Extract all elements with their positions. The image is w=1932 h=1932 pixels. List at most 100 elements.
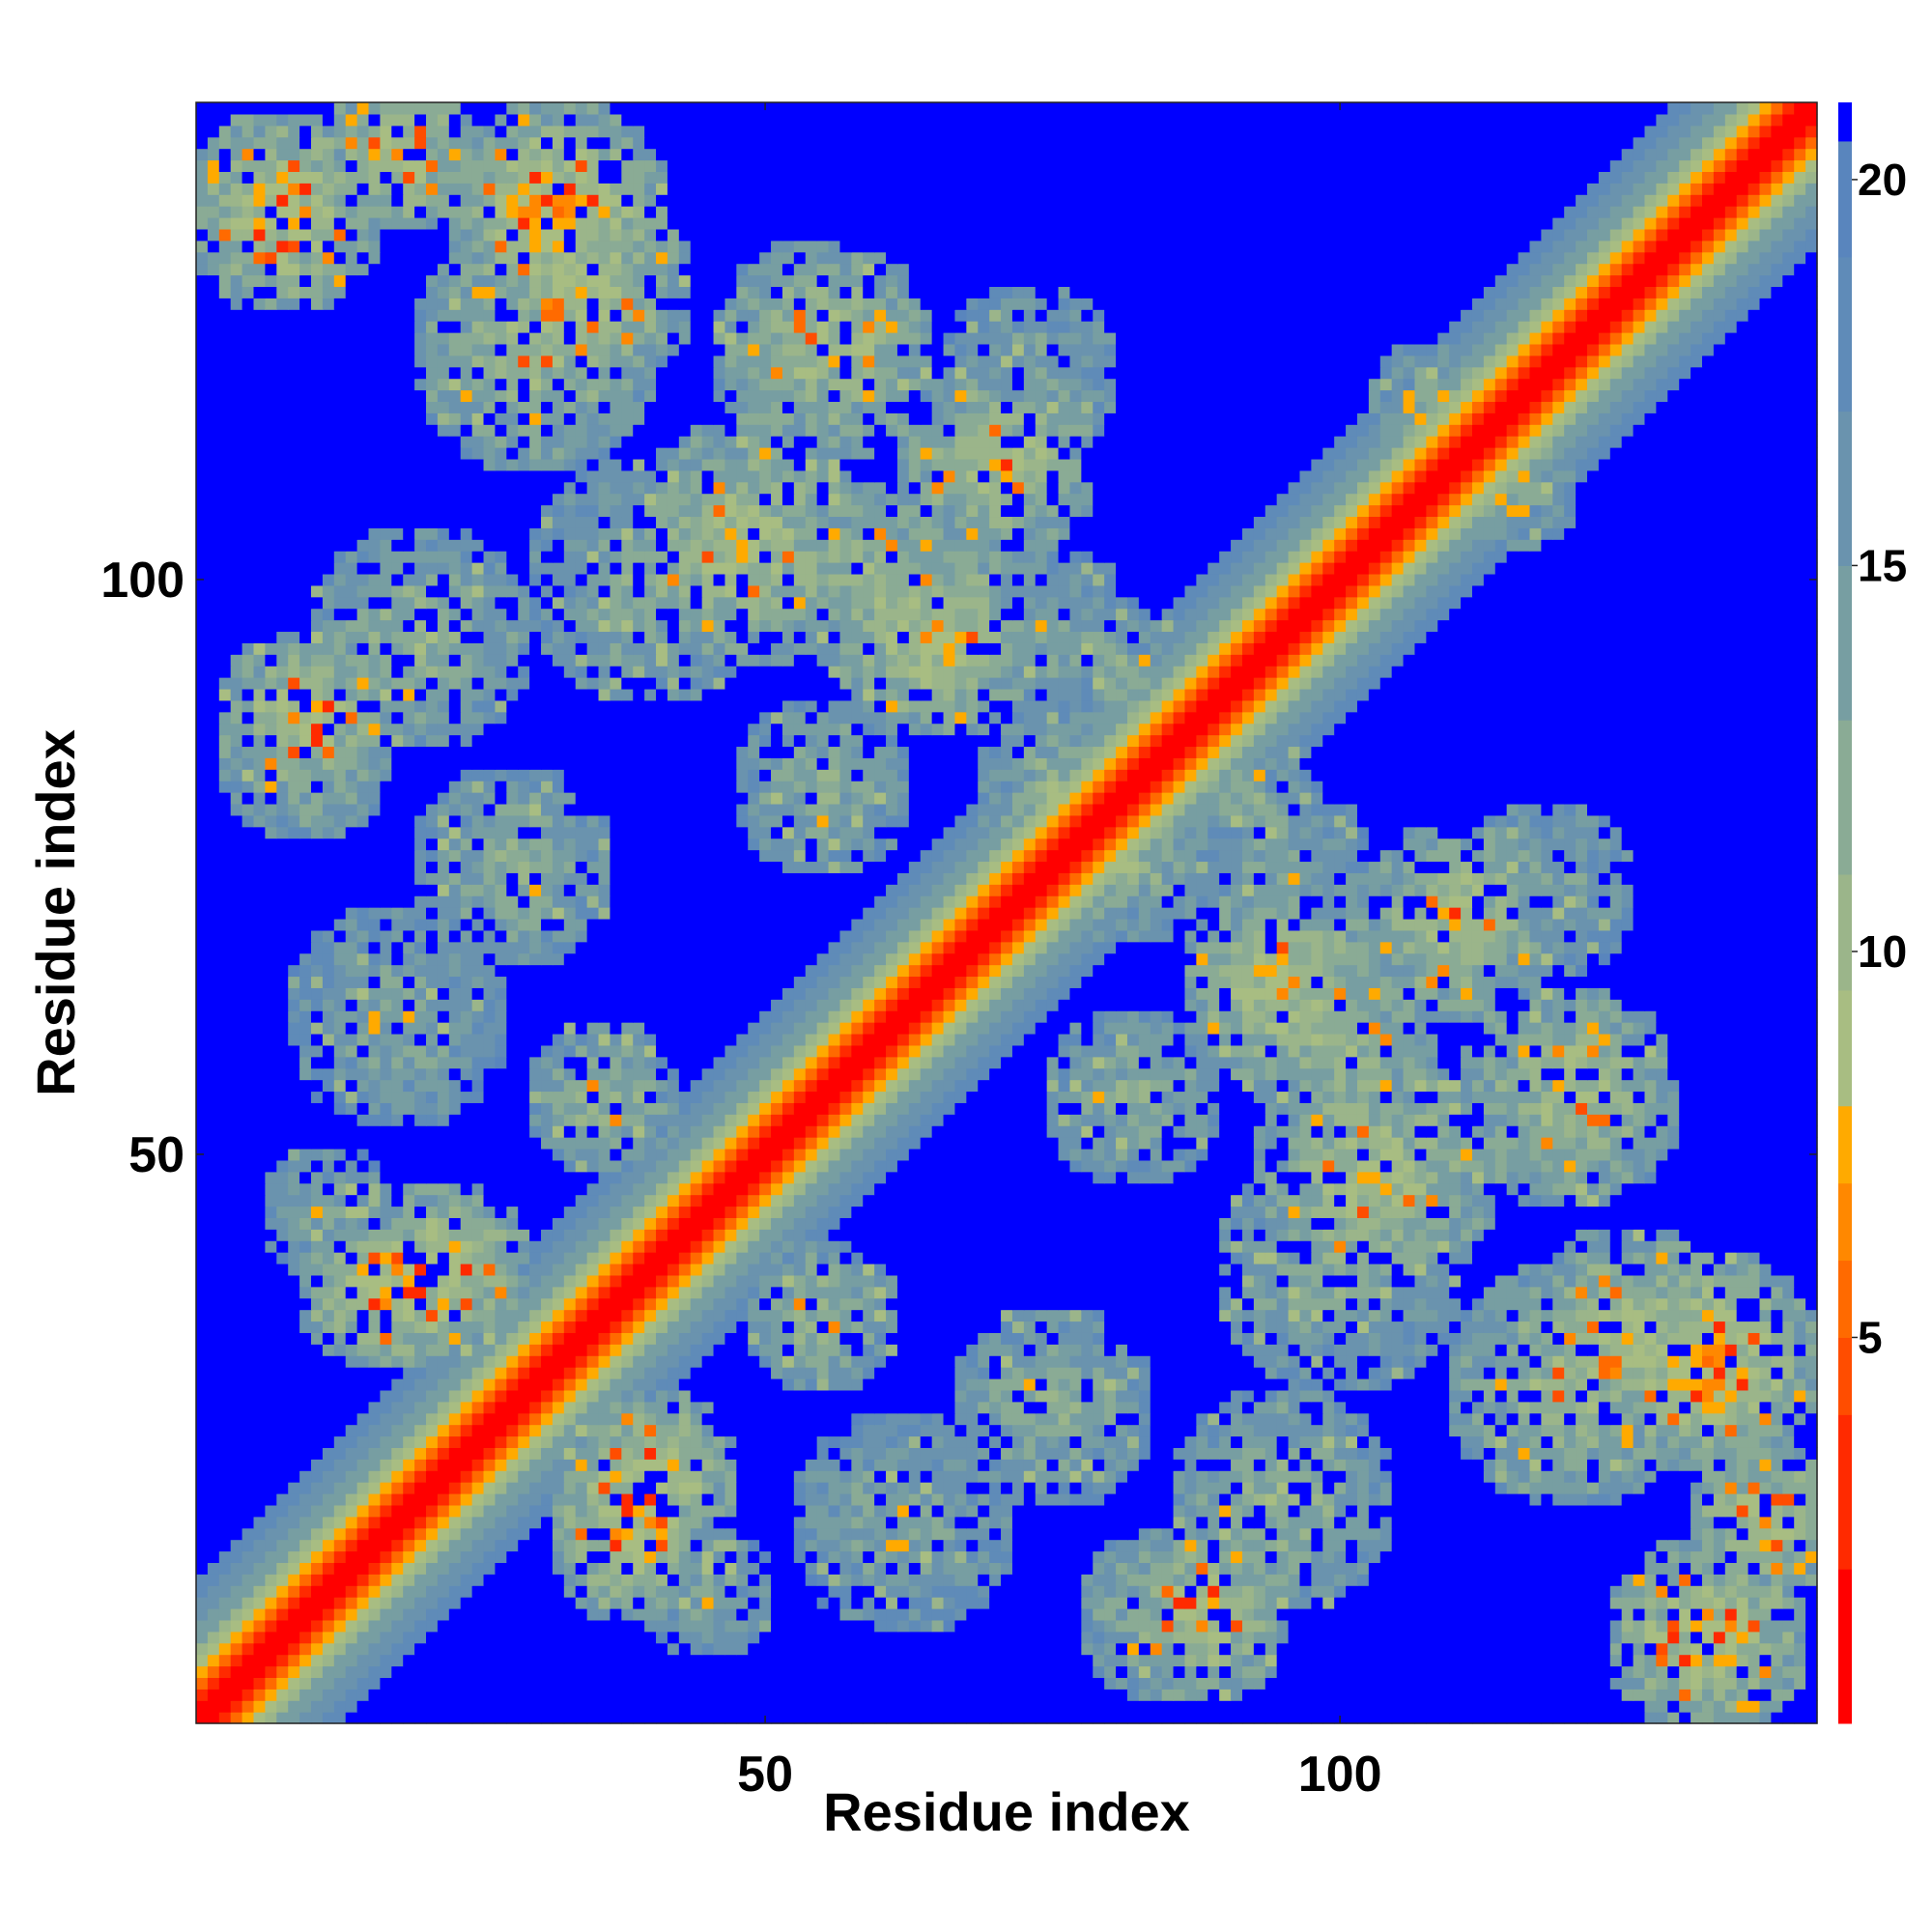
heatmap-cell — [633, 1402, 645, 1414]
heatmap-cell — [1690, 1562, 1703, 1575]
heatmap-cell — [599, 1493, 611, 1506]
heatmap-cell — [1610, 1493, 1623, 1506]
heatmap-cell — [954, 1367, 967, 1379]
heatmap-cell — [1012, 1517, 1025, 1529]
heatmap-cell — [954, 1459, 967, 1471]
heatmap-cell — [553, 1413, 565, 1426]
heatmap-cell — [954, 1597, 967, 1609]
heatmap-cell — [1679, 1700, 1691, 1713]
heatmap-cell — [1495, 1332, 1508, 1345]
heatmap-cell — [1139, 1459, 1151, 1471]
heatmap-cell — [1151, 1355, 1163, 1368]
heatmap-cell — [656, 1712, 668, 1724]
heatmap-cell — [219, 1632, 232, 1644]
heatmap-cell — [1449, 1332, 1462, 1345]
heatmap-cell — [1127, 1493, 1140, 1506]
heatmap-cell — [541, 1517, 554, 1529]
heatmap-cell — [1357, 1550, 1370, 1563]
heatmap-cell — [1322, 1689, 1335, 1701]
heatmap-cell — [1587, 1413, 1600, 1426]
heatmap-cell — [242, 1689, 255, 1701]
heatmap-cell — [1679, 1677, 1691, 1690]
heatmap-cell — [1184, 1620, 1197, 1633]
heatmap-cell — [932, 1321, 945, 1333]
heatmap-cell — [1369, 1562, 1381, 1575]
heatmap-cell — [1277, 1413, 1290, 1426]
heatmap-cell — [1277, 1528, 1290, 1541]
heatmap-cell — [1529, 1482, 1542, 1494]
heatmap-cell — [1116, 1344, 1128, 1356]
heatmap-cell — [1634, 1482, 1646, 1494]
heatmap-cell — [1529, 1643, 1542, 1656]
heatmap-cell — [817, 1332, 830, 1345]
heatmap-cell — [1587, 1459, 1600, 1471]
heatmap-cell — [633, 1585, 645, 1598]
heatmap-cell — [1610, 1677, 1623, 1690]
heatmap-cell — [1208, 1562, 1220, 1575]
heatmap-cell — [1507, 1402, 1520, 1414]
heatmap-cell — [1426, 1643, 1438, 1656]
heatmap-cell — [874, 1574, 887, 1586]
heatmap-cell — [1231, 1435, 1243, 1448]
heatmap-cell — [932, 1574, 945, 1586]
heatmap-cell — [679, 1643, 692, 1656]
heatmap-cell — [1737, 1332, 1749, 1345]
heatmap-cell — [1208, 1597, 1220, 1609]
heatmap-cell — [265, 1344, 277, 1356]
heatmap-cell — [1484, 1367, 1496, 1379]
heatmap-cell — [529, 1470, 542, 1483]
heatmap-cell — [668, 1540, 680, 1552]
heatmap-cell — [989, 1378, 1002, 1391]
heatmap-cell — [576, 1310, 588, 1322]
heatmap-cell — [529, 1677, 542, 1690]
heatmap-cell — [944, 1355, 956, 1368]
heatmap-cell — [954, 1700, 967, 1713]
heatmap-cell — [1299, 1620, 1312, 1633]
heatmap-cell — [1219, 1528, 1232, 1541]
heatmap-cell — [1174, 1321, 1186, 1333]
heatmap-cell — [724, 1402, 737, 1414]
heatmap-cell — [1760, 1505, 1773, 1518]
heatmap-cell — [219, 1425, 232, 1437]
heatmap-cell — [1334, 1620, 1347, 1633]
heatmap-cell — [817, 1700, 830, 1713]
heatmap-cell — [1242, 1700, 1255, 1713]
heatmap-cell — [954, 1482, 967, 1494]
heatmap-cell — [449, 1435, 462, 1448]
heatmap-cell — [576, 1585, 588, 1598]
heatmap-cell — [231, 1655, 243, 1667]
heatmap-cell — [495, 1655, 507, 1667]
heatmap-cell — [656, 1517, 668, 1529]
heatmap-cell — [691, 1505, 703, 1518]
heatmap-cell — [403, 1677, 415, 1690]
heatmap-cell — [1127, 1574, 1140, 1586]
heatmap-cell — [1012, 1562, 1025, 1575]
heatmap-cell — [1162, 1367, 1175, 1379]
heatmap-cell — [1690, 1574, 1703, 1586]
heatmap-cell — [944, 1655, 956, 1667]
heatmap-cell — [1622, 1677, 1634, 1690]
heatmap-cell — [702, 1482, 715, 1494]
heatmap-cell — [1552, 1689, 1565, 1701]
heatmap-cell — [702, 1517, 715, 1529]
heatmap-cell — [1714, 1367, 1726, 1379]
heatmap-cell — [311, 1435, 324, 1448]
heatmap-cell — [909, 1562, 922, 1575]
heatmap-cell — [1242, 1550, 1255, 1563]
heatmap-cell — [1081, 1344, 1094, 1356]
heatmap-cell — [1311, 1425, 1323, 1437]
heatmap-cell — [449, 1459, 462, 1471]
heatmap-cell — [679, 1517, 692, 1529]
heatmap-cell — [874, 1643, 887, 1656]
heatmap-cell — [1208, 1447, 1220, 1460]
heatmap-cell — [1346, 1562, 1358, 1575]
heatmap-cell — [1725, 1402, 1738, 1414]
heatmap-cell — [1208, 1402, 1220, 1414]
heatmap-cell — [1162, 1689, 1175, 1701]
heatmap-cell — [1047, 1585, 1060, 1598]
heatmap-cell — [1610, 1632, 1623, 1644]
heatmap-cell — [1519, 1332, 1531, 1345]
heatmap-cell — [1587, 1643, 1600, 1656]
heatmap-cell — [679, 1528, 692, 1541]
heatmap-cell — [518, 1585, 530, 1598]
